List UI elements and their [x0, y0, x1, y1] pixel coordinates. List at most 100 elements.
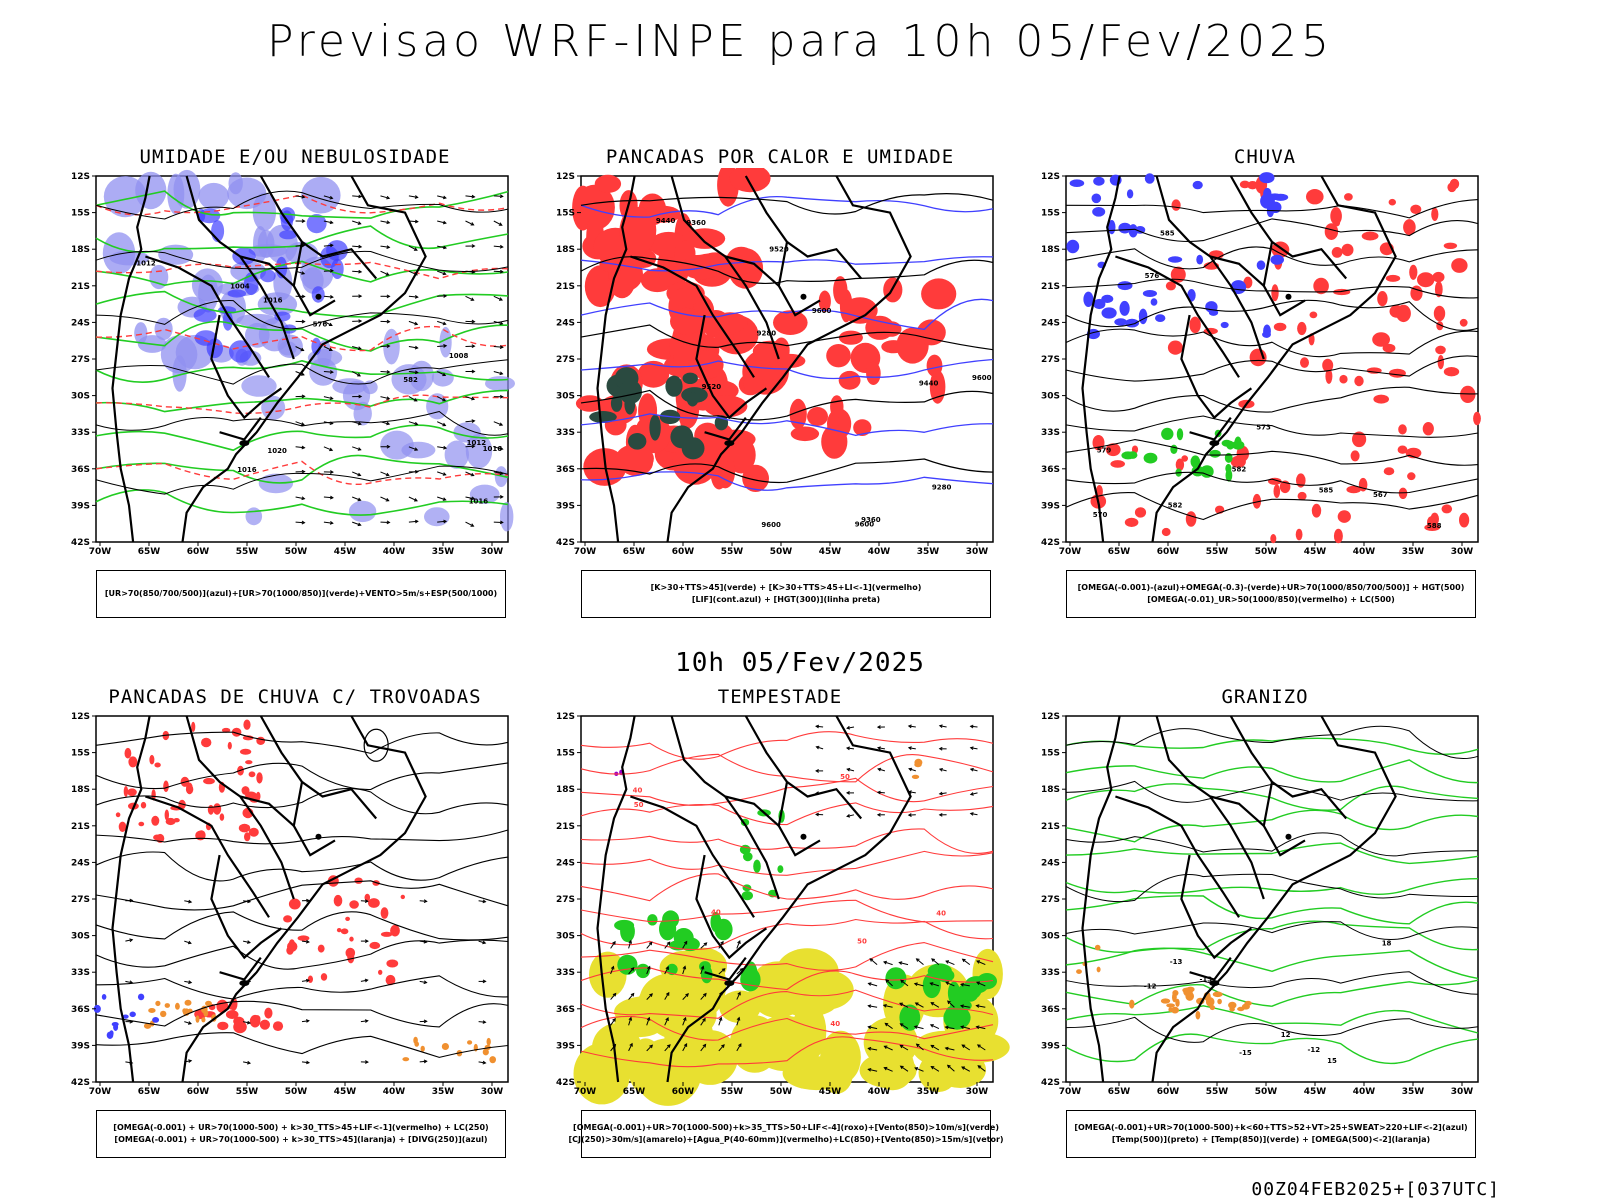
- panel-chuva: CHUVA 588 585 582 579 576 573 570 567 585 582 12S 1…: [1030, 146, 1500, 626]
- wind-vector-head: [329, 396, 334, 400]
- hgt500-contour: [1065, 299, 1479, 331]
- streamline-arrow: [125, 939, 133, 942]
- wind-vector: [323, 320, 333, 326]
- rain-red-area: [1388, 198, 1396, 206]
- rain-red-area: [1247, 181, 1258, 190]
- country-border: [1180, 314, 1253, 420]
- rain-red-area: [1322, 358, 1334, 372]
- wind-vector-head: [442, 472, 447, 476]
- coastline-group: [596, 715, 912, 1083]
- wind-vector: [437, 496, 446, 501]
- west-coastline: [111, 175, 151, 543]
- strong-wind-vector: [736, 992, 741, 1000]
- legend-box: [OMEGA(-0.001)-(azul)+OMEGA(-0.3)-(verde…: [1066, 570, 1476, 618]
- humidity-band: [500, 501, 514, 532]
- rain-red-area: [1398, 424, 1407, 435]
- streamline-arrow-head: [188, 1059, 193, 1063]
- valid-time-label: 10h 05/Fev/2025: [675, 648, 925, 678]
- wind-vector-head: [329, 268, 334, 273]
- rain-blue-area: [1263, 324, 1271, 338]
- strong-wind-vector-east: [868, 1005, 878, 1008]
- rain-red-area: [1324, 223, 1339, 240]
- humidity-upper-area: [227, 177, 267, 210]
- strong-wind-vector-east: [916, 958, 924, 965]
- streamline-arrow-head: [423, 1059, 428, 1064]
- contour-label: -13: [1170, 958, 1183, 966]
- strong-wind-vector-east: [930, 1002, 940, 1008]
- streamline-arrow: [478, 1061, 486, 1064]
- thunder-red-area: [219, 813, 225, 821]
- streamline-arrow-head: [482, 979, 487, 984]
- thunder-orange: [164, 1003, 170, 1008]
- strong-wind-vector-east-head: [960, 1025, 965, 1029]
- streamline-arrow-head: [482, 1020, 487, 1024]
- strong-wind-vector-east: [868, 1068, 878, 1072]
- country-border: [292, 781, 336, 857]
- country-border: [292, 241, 336, 317]
- wind850-area-east: [964, 976, 989, 994]
- lat-tick-label: 39S: [1041, 501, 1060, 511]
- wind-vector-head: [969, 724, 974, 729]
- wind-vector-head: [357, 497, 362, 502]
- divergence-blue-group: [93, 993, 160, 1039]
- omega-orange: [1217, 998, 1222, 1005]
- wind-vector: [465, 445, 475, 448]
- strong-wind-vector-east: [885, 979, 893, 987]
- wind-vector: [295, 496, 305, 500]
- wind-vector: [408, 245, 418, 251]
- humidity-core: [260, 269, 276, 283]
- rain-red-south: [1441, 504, 1453, 514]
- wind-vector-head: [413, 247, 418, 251]
- rain-green-area: [1176, 428, 1184, 441]
- humidity-core: [331, 258, 344, 279]
- rain-red-area: [1388, 368, 1406, 378]
- lon-tick-label: 30W: [966, 1087, 989, 1097]
- strong-wind-vector-east: [914, 1067, 924, 1072]
- lat-tick-label: 42S: [71, 538, 90, 548]
- wind-vector: [380, 270, 389, 276]
- streamline-arrow-head: [188, 899, 193, 904]
- lon-tick-label: 35W: [1402, 547, 1425, 557]
- strong-wind-vector-east: [900, 1023, 909, 1030]
- legend-line-2: [LIF](cont.azul) + [HGT(300)](linha pret…: [691, 595, 881, 604]
- panel-umidade: UMIDADE E/OU NEBULOSIDADE 1012 1016 1012 10…: [60, 146, 530, 626]
- rain-red-area: [1410, 285, 1423, 301]
- wind-vector: [437, 345, 447, 347]
- strong-wind-vector-head: [629, 1042, 633, 1047]
- wind-vector: [437, 520, 447, 523]
- wind-vector: [908, 725, 916, 728]
- wind-vector: [939, 792, 947, 795]
- country-border: [259, 175, 378, 280]
- map-tempestade: 40 50 40 50 40 40 50 12S 15S 18S 21S 24S 27S 30S 33S 36…: [556, 712, 1010, 1106]
- rain-red-area: [1432, 271, 1445, 283]
- streamline: [95, 762, 509, 791]
- pressure-contour: [95, 300, 509, 330]
- hgt500-contour: [1065, 355, 1479, 382]
- unstable-area: [584, 265, 616, 308]
- strong-wind-vector-east-head: [944, 1025, 949, 1030]
- lat-tick-label: 39S: [1041, 1041, 1060, 1051]
- strong-wind-vector: [610, 1018, 616, 1026]
- wind-vector: [939, 725, 947, 728]
- divergence-blue: [137, 993, 145, 1001]
- unstable-band: [921, 278, 957, 310]
- coastline-group: [596, 175, 912, 543]
- hgt500-contour: [1065, 491, 1479, 521]
- thunder-red-band: [385, 974, 396, 986]
- humidity-upper-area: [301, 176, 341, 214]
- strong-wind-vector-east: [945, 981, 955, 987]
- country-border: [1155, 175, 1265, 360]
- rain-red-area: [1271, 284, 1279, 302]
- map-pancadas-calor: 9600 9600 9520 9440 9360 9280 9600 9520 9440 9360…: [556, 168, 994, 557]
- rain-blue-area: [1205, 301, 1218, 313]
- streamline-arrow-head: [364, 939, 369, 944]
- wind-vector-head: [386, 520, 391, 525]
- wind-vector: [847, 726, 855, 729]
- legend-line-1: [K>30+TTS>45](verde) + [K>30+TTS>45+LI<-…: [650, 583, 922, 592]
- wind-vector-head: [471, 444, 476, 449]
- streamline: [95, 1032, 509, 1058]
- unstable-band: [743, 373, 761, 394]
- thunder-red-band: [380, 907, 389, 919]
- lat-tick-label: 27S: [556, 355, 575, 365]
- wind-vector: [323, 244, 333, 247]
